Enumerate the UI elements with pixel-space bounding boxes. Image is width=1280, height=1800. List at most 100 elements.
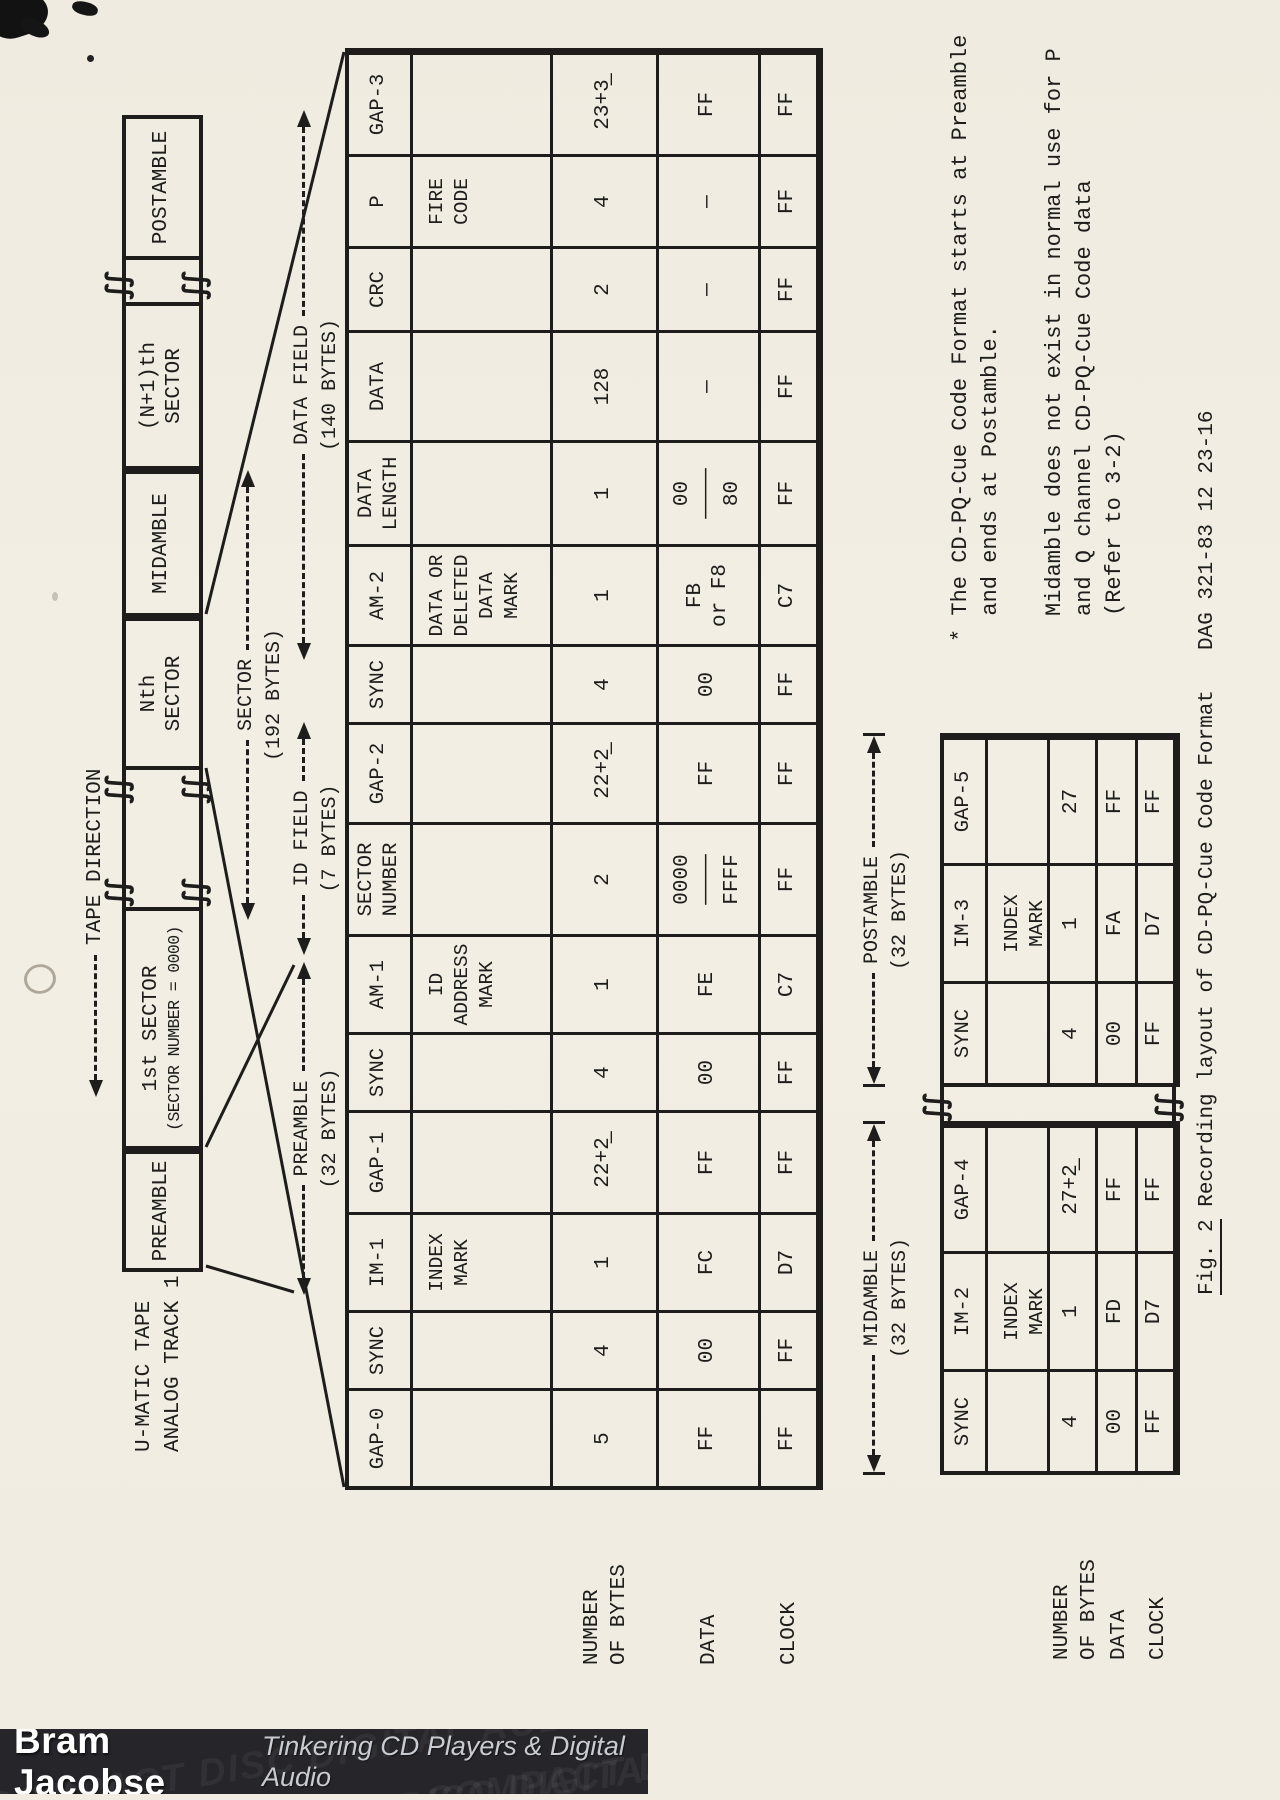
table-cell-name: SECTOR NUMBER bbox=[349, 822, 413, 934]
table-cell-bytes: 1 bbox=[553, 544, 659, 644]
span-label: ID FIELD bbox=[291, 790, 314, 887]
table-cell-name: SYNC bbox=[944, 981, 988, 1083]
table-cell-clock: FF bbox=[761, 52, 819, 154]
row-label-number-of-bytes: NUMBER OF BYTES bbox=[581, 1564, 632, 1665]
table-cell-bytes: 4 bbox=[1050, 1369, 1098, 1471]
figure-caption: Fig. 2 Recording layout of CD-PQ-Cue Cod… bbox=[1196, 690, 1222, 1295]
row-label-number-of-bytes: NUMBER OF BYTES bbox=[1051, 1559, 1102, 1660]
note-cd-pq-cue-format: * The CD-PQ-Cue Code Format starts at Pr… bbox=[948, 34, 1003, 642]
arrow-left-icon bbox=[866, 1455, 881, 1472]
row-label-clock: CLOCK bbox=[1147, 1596, 1170, 1660]
span-bytes: (192 BYTES) bbox=[263, 628, 286, 762]
table-cell-data: — bbox=[659, 246, 761, 330]
span-label: PREAMBLE bbox=[291, 1080, 314, 1177]
table-cell-desc bbox=[413, 1310, 553, 1388]
table-cell-clock: D7 bbox=[1138, 863, 1176, 981]
arrow-left-icon bbox=[240, 903, 255, 920]
dashed-line bbox=[246, 486, 249, 650]
table-cell-bytes: 22+2̲ bbox=[553, 722, 659, 822]
table-cell-bytes: 4 bbox=[553, 644, 659, 722]
table-cell-data: 00 bbox=[659, 644, 761, 722]
table-cell-data: FF bbox=[1098, 1125, 1138, 1251]
table-cell-data: FC bbox=[659, 1212, 761, 1310]
table-cell-name: GAP-1 bbox=[349, 1110, 413, 1212]
table-cell-clock: FF bbox=[761, 1388, 819, 1486]
table-cell-bytes: 4 bbox=[553, 154, 659, 246]
table-cell-desc bbox=[413, 822, 553, 934]
dashed-line bbox=[302, 978, 305, 1072]
table-cell-name: SYNC bbox=[349, 1032, 413, 1110]
span-bytes: (32 BYTES) bbox=[889, 1237, 912, 1359]
table-cell-name: GAP-2 bbox=[349, 722, 413, 822]
table-cell-bytes: 4 bbox=[1050, 981, 1098, 1083]
table-cell-data: 00 bbox=[659, 1310, 761, 1388]
table-cell-clock: FF bbox=[1138, 737, 1176, 863]
table-cell-bytes: 1 bbox=[553, 1212, 659, 1310]
arrow-left-icon bbox=[296, 643, 311, 660]
table-cell-bytes: 2 bbox=[553, 246, 659, 330]
table-cell-bytes: 4 bbox=[553, 1032, 659, 1110]
end-bar bbox=[862, 1084, 885, 1087]
span-bytes: (32 BYTES) bbox=[889, 849, 912, 971]
break-mark-icon: ∫∫ bbox=[918, 1097, 953, 1122]
span-label: MIDAMBLE bbox=[861, 1249, 884, 1346]
table-cell-clock: C7 bbox=[761, 934, 819, 1032]
end-bar bbox=[862, 733, 885, 736]
table-cell-data: FF bbox=[659, 1110, 761, 1212]
table-cell-clock: FF bbox=[1138, 981, 1176, 1083]
span-data-field: DATA FIELD (140 BYTES) bbox=[291, 110, 342, 660]
span-bytes: (140 BYTES) bbox=[319, 318, 342, 452]
arrow-right-icon bbox=[240, 469, 255, 487]
table-cell-bytes: 1 bbox=[553, 440, 659, 544]
arrow-right-icon bbox=[296, 721, 311, 739]
table-cell-desc bbox=[988, 1369, 1050, 1471]
table-cell-name: SYNC bbox=[349, 1310, 413, 1388]
table-cell-desc bbox=[413, 52, 553, 154]
table-cell-desc bbox=[413, 644, 553, 722]
dashed-line bbox=[246, 740, 249, 903]
table-cell-bytes: 2 bbox=[553, 822, 659, 934]
table-cell-bytes: 22+2̲ bbox=[553, 1110, 659, 1212]
table-cell-data: 0000 ──── FFFF bbox=[659, 822, 761, 934]
dashed-line bbox=[872, 753, 875, 847]
table-cell-name: DATA LENGTH bbox=[349, 440, 413, 544]
table-cell-bytes: 27 bbox=[1050, 737, 1098, 863]
break-mark-icon: ∫∫ bbox=[1150, 1097, 1185, 1122]
arrow-right-icon bbox=[296, 110, 311, 127]
table-cell-bytes: 1 bbox=[1050, 1251, 1098, 1369]
table-cell-desc bbox=[413, 1110, 553, 1212]
dashed-line bbox=[302, 738, 305, 782]
table-cell-desc bbox=[413, 330, 553, 440]
row-label-clock: CLOCK bbox=[778, 1601, 801, 1665]
table-cell-data: FA bbox=[1098, 863, 1138, 981]
span-label: DATA FIELD bbox=[291, 324, 314, 446]
table-cell-name: GAP-3 bbox=[349, 52, 413, 154]
end-bar bbox=[862, 1472, 885, 1475]
dashed-line bbox=[872, 973, 875, 1067]
table-cell-data: 00 bbox=[1098, 1369, 1138, 1471]
table-cell-clock: FF bbox=[761, 822, 819, 934]
table-cell-bytes: 128 bbox=[553, 330, 659, 440]
table-cell-clock: FF bbox=[761, 722, 819, 822]
span-midamble: MIDAMBLE (32 BYTES) bbox=[861, 1120, 912, 1475]
table-cell-bytes: 1 bbox=[1050, 863, 1098, 981]
table-cell-clock: FF bbox=[1138, 1369, 1176, 1471]
table-cell-data: FD bbox=[1098, 1251, 1138, 1369]
row-label-data: DATA bbox=[698, 1614, 721, 1665]
table-cell-name: AM-1 bbox=[349, 934, 413, 1032]
table-cell-data: 00 ──── 80 bbox=[659, 440, 761, 544]
table-cell-clock: FF bbox=[761, 1310, 819, 1388]
table-cell-desc: INDEX MARK bbox=[413, 1212, 553, 1310]
dashed-line bbox=[302, 895, 305, 938]
scan-ink-dot bbox=[87, 55, 94, 62]
arrow-right-icon bbox=[296, 961, 311, 979]
table-cell-bytes: 5 bbox=[553, 1388, 659, 1486]
footer-tagline: Tinkering CD Players & Digital Audio bbox=[262, 1730, 625, 1792]
table-cell-data: FF bbox=[659, 722, 761, 822]
table-cell-data: FB or F8 bbox=[659, 544, 761, 644]
dashed-line bbox=[872, 1140, 875, 1241]
table-cell-clock: C7 bbox=[761, 544, 819, 644]
table-cell-name: SYNC bbox=[349, 644, 413, 722]
